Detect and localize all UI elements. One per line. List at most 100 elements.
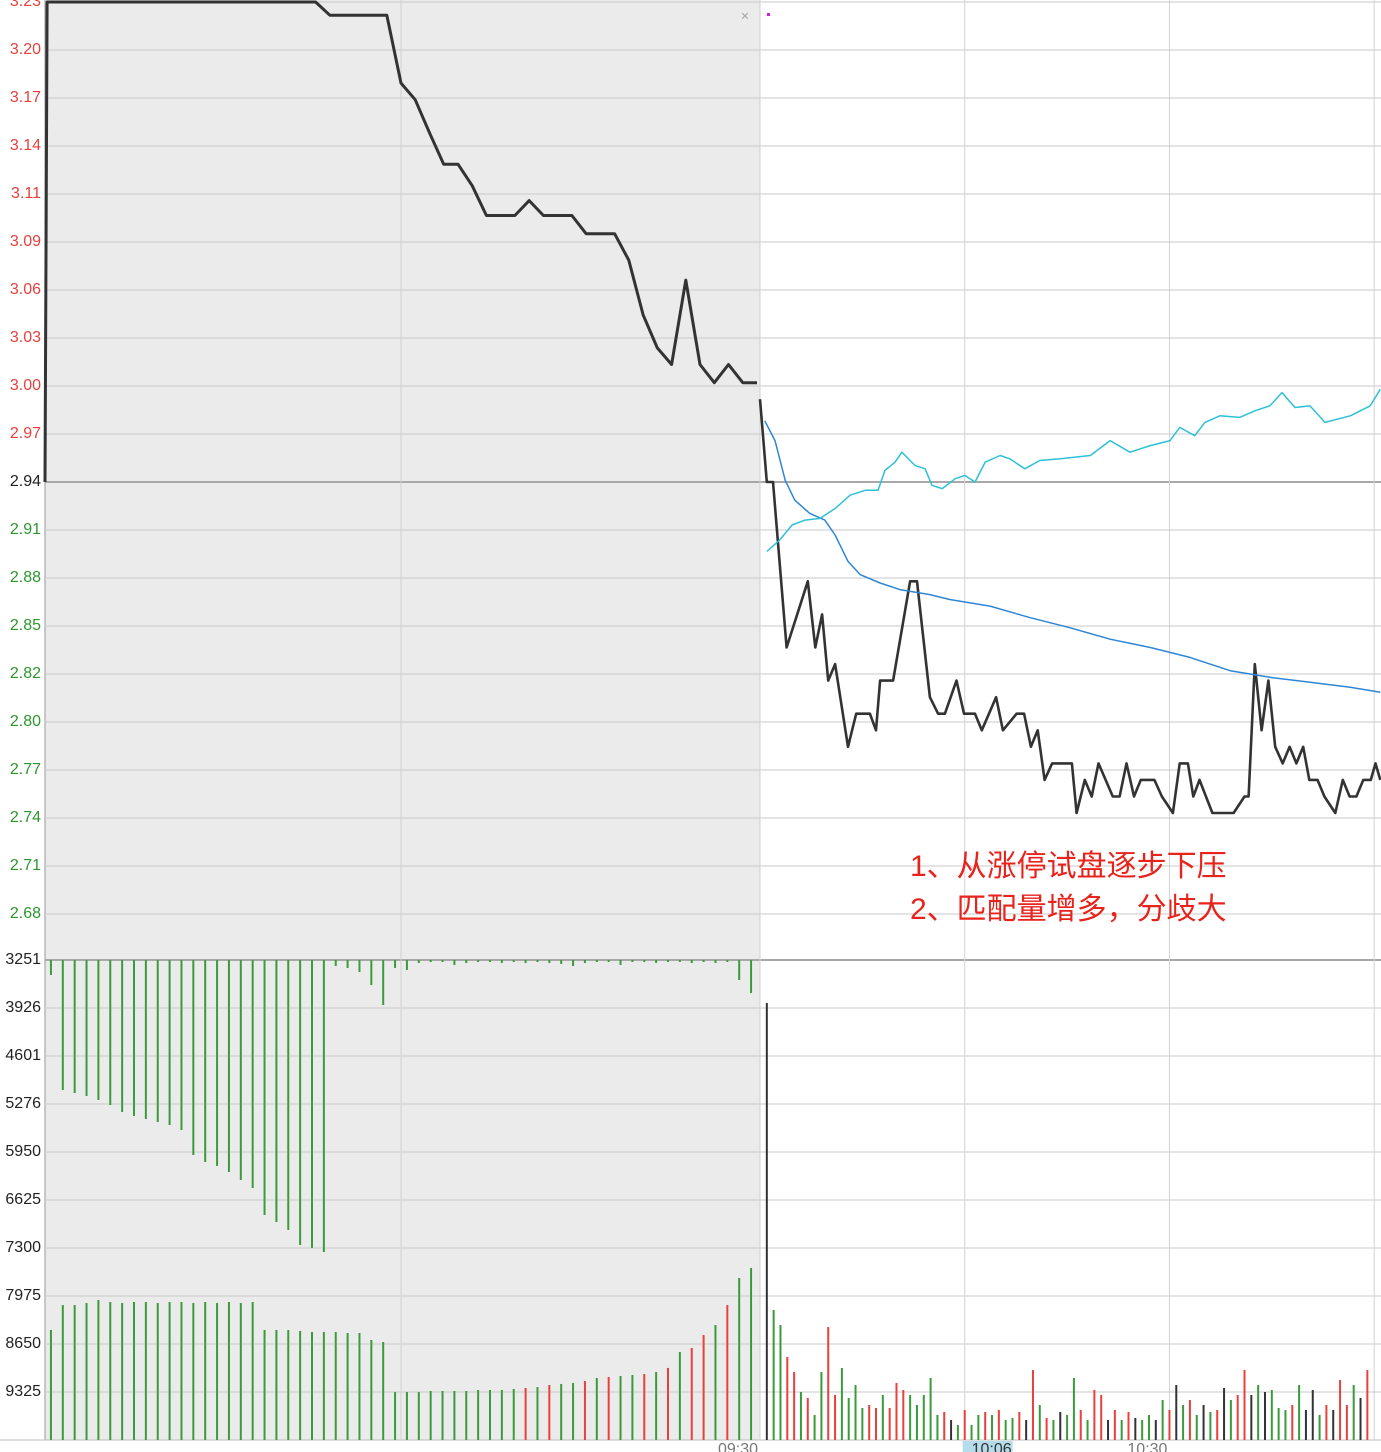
volume-bar [1066,1414,1069,1440]
volume-bar [394,1391,397,1440]
close-icon[interactable]: × [741,8,749,24]
volume-bar [1154,1420,1157,1440]
volume-bar [991,1414,994,1440]
y-tick-label: 3.09 [10,233,41,250]
volume-bar [936,1414,939,1440]
volume-bar [311,1331,313,1440]
volume-bar [168,1302,171,1440]
volume-tick-label: 5276 [5,1095,41,1112]
volume-bar [714,1324,717,1440]
volume-bar [1209,1411,1212,1440]
volume-bar [1147,1414,1150,1440]
volume-bar [631,1374,634,1440]
volume-bar [950,1420,953,1440]
volume-bar [1134,1417,1137,1440]
volume-bar [750,1267,753,1440]
y-tick-label: 2.88 [10,569,41,586]
volume-bar [607,960,610,962]
volume-bar [726,1305,729,1440]
volume-bar [500,1390,503,1440]
volume-bar [49,960,52,976]
volume-tick-label: 4601 [5,1047,41,1064]
volume-bar [1291,1405,1294,1440]
volume-bar [61,960,64,1091]
volume-tick-label: 5950 [5,1143,41,1160]
volume-bar [943,1411,946,1440]
volume-bar [1250,1394,1253,1440]
volume-bar [572,960,575,966]
volume-bar [847,1397,850,1440]
volume-bar [1366,1370,1369,1440]
volume-bar [548,1385,551,1440]
volume-bar [799,1391,802,1440]
volume-bar [489,1390,491,1440]
y-tick-label: 2.74 [10,809,41,826]
volume-bar [909,1394,912,1440]
volume-bar [216,960,219,1166]
volume-bar [1257,1385,1260,1440]
volume-bar [370,1340,373,1440]
volume-bar [1052,1420,1055,1440]
volume-bar [902,1390,905,1440]
volume-bar [168,960,171,1126]
volume-bar [1270,1390,1273,1440]
volume-bar [489,960,491,962]
volume-bar [239,1303,242,1440]
volume-bar [287,1329,290,1440]
volume-bar [133,1302,135,1440]
annotation: 1、从涨停试盘逐步下压 [910,850,1227,883]
volume-bar [311,960,313,1248]
volume-tick-label: 6625 [5,1191,41,1208]
volume-bar [227,960,230,1173]
volume-bar [429,1390,432,1440]
volume-bar [702,1335,705,1440]
volume-bar [970,1424,973,1440]
volume-bar [299,960,302,1245]
volume-bar [1100,1394,1103,1440]
volume-bar [750,960,753,994]
volume-bar [1223,1388,1226,1440]
volume-bar [477,1390,480,1440]
volume-bar [322,1331,325,1440]
volume-bar [85,1303,88,1440]
text-layer: 1、从涨停试盘逐步下压 2、匹配量增多，分歧大 3.23 3.20 3.17 3.14… [5,0,1227,1452]
y-tick-label: 2.85 [10,617,41,634]
volume-bar [204,1302,207,1440]
volume-bar [779,1324,782,1440]
volume-bar [453,1390,456,1440]
volume-bar [453,960,456,965]
volume-bar [512,1389,515,1440]
volume-bar [1311,1390,1314,1440]
volume-tick-label: 8650 [5,1335,41,1352]
volume-bar [1072,1377,1075,1440]
volume-bar [888,1407,891,1440]
volume-bar [97,960,100,1100]
volume-bar [156,1303,159,1440]
volume-bar [738,1277,741,1440]
volume-bar [275,960,278,1223]
volume-bar [358,1332,361,1440]
auction-background [45,0,760,1440]
volume-bar [643,1373,646,1440]
volume-bar [738,960,741,980]
volume-bar [322,960,325,1253]
volume-bar [881,1394,884,1440]
y-tick-label: 3.17 [10,89,41,106]
volume-bar [192,1303,195,1440]
volume-bar [512,960,515,962]
volume-bar [875,1407,878,1440]
volume-bar [1325,1405,1328,1440]
line-layer [43,0,1381,815]
volume-bar [772,1309,775,1440]
y-tick-label: 3.00 [10,377,41,394]
marker-dot [767,13,770,16]
volume-tick-label: 7975 [5,1287,41,1304]
volume-bar [1093,1390,1096,1440]
x-tick-label: 10:30 [1127,1441,1167,1452]
volume-bar [1059,1411,1062,1440]
volume-bar [560,960,563,964]
price-line [764,420,1381,693]
volume-bar [239,960,242,1180]
volume-bar [997,1409,1000,1440]
volume-bar [667,960,669,962]
